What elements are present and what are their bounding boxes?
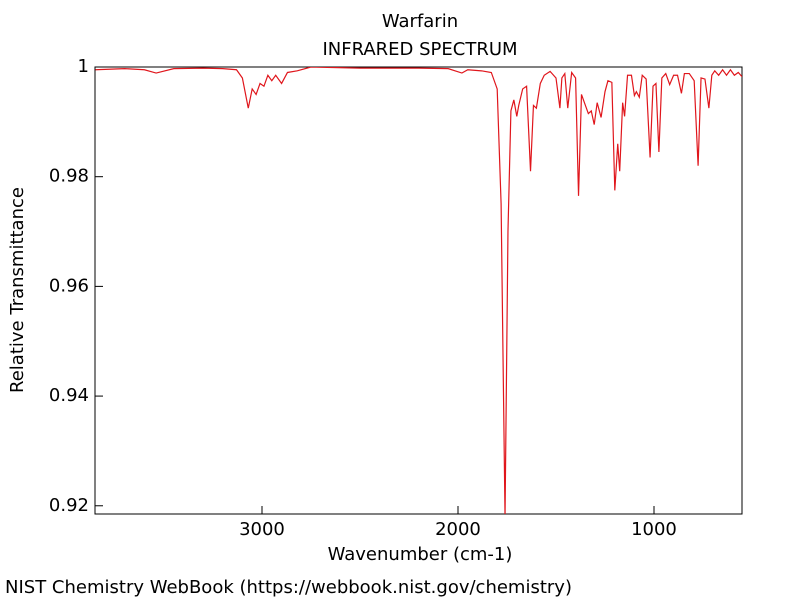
y-tick-label: 1 (78, 56, 89, 77)
spectrum-line (95, 67, 742, 514)
y-tick-label: 0.98 (49, 166, 89, 187)
chart-title: Warfarin (382, 11, 458, 32)
x-tick-label: 1000 (631, 519, 677, 540)
y-tick-label: 0.94 (49, 385, 89, 406)
chart-subtitle: INFRARED SPECTRUM (322, 39, 517, 60)
footer: NIST Chemistry WebBook (https://webbook.… (5, 577, 572, 598)
x-tick-label: 2000 (435, 519, 481, 540)
x-tick-label: 3000 (239, 519, 285, 540)
plot-frame (94, 66, 743, 515)
y-tick-label: 0.92 (49, 495, 89, 516)
x-axis-label: Wavenumber (cm-1) (328, 544, 513, 565)
y-axis-label: Relative Transmittance (7, 187, 28, 393)
y-tick-label: 0.96 (49, 275, 89, 296)
